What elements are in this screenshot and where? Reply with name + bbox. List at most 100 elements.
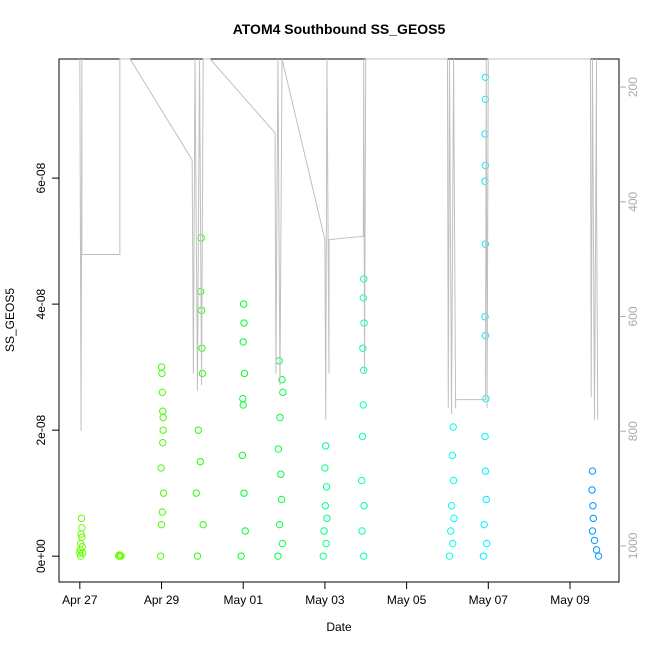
- data-point: [594, 552, 603, 560]
- data-point: [449, 423, 457, 431]
- data-point: [447, 502, 456, 510]
- y-tick-label: 6e-08: [34, 162, 48, 193]
- data-point: [448, 451, 457, 460]
- data-point: [449, 476, 458, 485]
- y2-tick-label: 400: [626, 191, 640, 211]
- y2-tick-label: 200: [626, 77, 640, 97]
- data-point: [358, 527, 366, 535]
- x-tick-label: May 07: [469, 593, 509, 607]
- y2-tick-label: 600: [626, 306, 640, 326]
- data-point: [357, 476, 366, 485]
- x-tick-label: May 03: [305, 593, 345, 607]
- y2-tick-label: 1000: [626, 532, 640, 559]
- data-point: [157, 464, 165, 472]
- x-tick-label: Apr 29: [144, 593, 180, 607]
- data-point: [358, 432, 367, 441]
- data-point: [116, 551, 124, 560]
- data-point: [193, 552, 202, 560]
- data-point: [482, 495, 490, 504]
- data-point: [239, 300, 248, 308]
- data-point: [158, 508, 167, 516]
- data-point: [78, 533, 86, 541]
- data-point: [117, 552, 125, 560]
- data-point: [592, 546, 601, 554]
- x-tick-label: Apr 27: [62, 593, 98, 607]
- data-point: [278, 376, 286, 384]
- data-point: [277, 470, 285, 478]
- data-point: [159, 407, 167, 415]
- data-point: [159, 426, 167, 434]
- data-point: [447, 527, 455, 535]
- data-point: [278, 539, 287, 548]
- data-point: [588, 467, 597, 475]
- data-point: [360, 502, 368, 510]
- data-point: [158, 369, 166, 378]
- data-point: [321, 464, 329, 472]
- data-point: [322, 539, 330, 548]
- data-point: [77, 514, 86, 523]
- data-point: [590, 536, 599, 545]
- data-point: [276, 413, 284, 422]
- data-point: [320, 527, 328, 535]
- data-point: [321, 502, 330, 510]
- y-tick-label: 4e-08: [34, 288, 48, 319]
- data-point: [240, 489, 248, 497]
- data-point: [274, 445, 283, 453]
- data-point: [360, 366, 368, 374]
- data-point: [159, 413, 167, 422]
- x-tick-label: May 01: [224, 593, 264, 607]
- data-point: [589, 502, 597, 510]
- data-point: [239, 338, 247, 346]
- data-point: [237, 552, 245, 560]
- y-tick-label: 0e+00: [34, 539, 48, 573]
- data-point: [482, 539, 491, 548]
- data-point: [159, 439, 167, 447]
- data-point: [239, 401, 247, 409]
- data-point: [481, 467, 490, 475]
- data-point: [194, 426, 202, 434]
- data-point: [115, 551, 124, 559]
- data-point: [277, 495, 286, 504]
- data-point: [78, 524, 86, 532]
- data-point: [323, 514, 331, 523]
- chart-title: ATOM4 Southbound SS_GEOS5: [233, 21, 446, 37]
- data-point: [445, 552, 454, 560]
- data-point: [322, 442, 330, 450]
- data-point: [192, 489, 200, 497]
- data-point: [238, 451, 247, 460]
- data-point: [319, 552, 327, 560]
- data-point: [240, 369, 249, 378]
- data-point: [481, 73, 490, 81]
- data-point: [589, 514, 597, 523]
- data-point: [360, 275, 368, 283]
- data-point: [158, 388, 167, 397]
- x-tick-label: May 09: [550, 593, 590, 607]
- data-point: [239, 394, 247, 403]
- data-point: [275, 520, 284, 529]
- data-point: [159, 489, 168, 497]
- data-point: [450, 514, 458, 523]
- data-point: [360, 552, 368, 560]
- data-point: [479, 552, 488, 560]
- data-point: [157, 520, 166, 529]
- data-point: [588, 486, 596, 494]
- data-point: [76, 549, 84, 557]
- data-point: [359, 344, 367, 352]
- data-point: [588, 527, 597, 535]
- y2-tick-label: 800: [626, 421, 640, 441]
- data-point: [196, 457, 205, 466]
- data-point: [481, 177, 489, 185]
- data-point: [240, 319, 248, 327]
- y-tick-label: 2e-08: [34, 414, 48, 445]
- data-point: [481, 161, 490, 170]
- data-point: [157, 552, 165, 560]
- x-axis-label: Date: [326, 620, 352, 634]
- plot-frame: [58, 58, 620, 583]
- data-point: [198, 369, 207, 378]
- data-point: [274, 552, 282, 560]
- data-point: [241, 527, 249, 535]
- data-point: [481, 130, 489, 138]
- data-point: [449, 539, 457, 548]
- pressure-line: [79, 58, 599, 432]
- data-point: [76, 552, 85, 560]
